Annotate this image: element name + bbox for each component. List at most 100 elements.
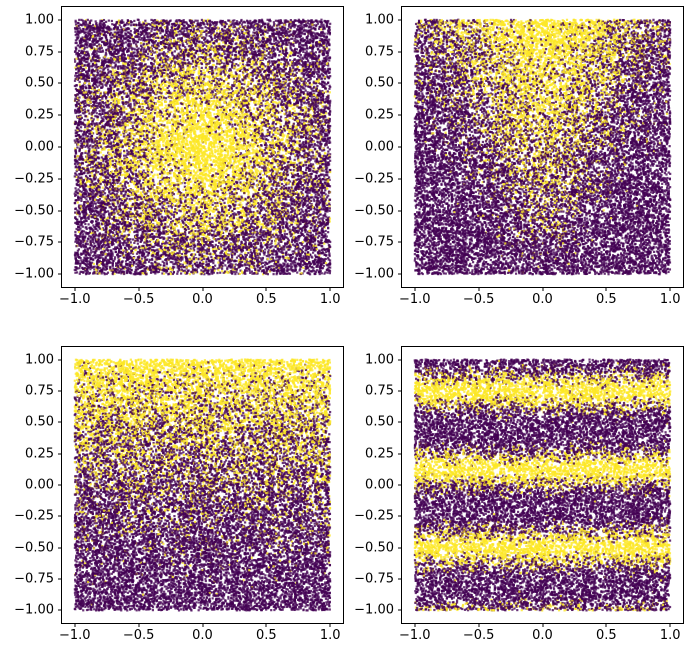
y-tick-mark <box>58 51 62 53</box>
x-tick-mark <box>74 623 76 627</box>
x-tick-label: −1.0 <box>398 628 431 643</box>
subplot-top-right: −1.0 −0.5 0.0 0.5 1.0 1.00 0.75 0.50 0.25 0.00 −0.… <box>354 6 684 306</box>
y-tick-label: −0.25 <box>354 508 394 524</box>
y-tick-mark <box>398 146 402 148</box>
y-tick-label: 0.25 <box>25 107 54 123</box>
y-tick-label: 0.00 <box>25 477 54 493</box>
y-tick-label: −0.50 <box>14 203 54 219</box>
scatter-canvas-bottom-right <box>402 347 683 623</box>
x-tick-mark <box>202 623 203 627</box>
y-tick-mark <box>398 359 402 361</box>
y-tick-mark <box>398 210 402 212</box>
y-tick-label: −1.00 <box>14 266 54 282</box>
subplot-bottom-left: −1.0 −0.5 0.0 0.5 1.0 1.00 0.75 0.50 0.25 0.00 −0.… <box>14 346 344 642</box>
x-tick-mark <box>605 287 607 291</box>
x-tick-label: −0.5 <box>462 292 495 307</box>
y-tick-mark <box>398 51 402 53</box>
y-tick-label: 0.75 <box>365 44 394 60</box>
y-tick-mark <box>58 484 62 486</box>
y-tick-mark <box>398 178 402 180</box>
x-tick-mark <box>329 287 331 291</box>
x-tick-mark <box>542 287 543 291</box>
y-tick-mark <box>58 178 62 180</box>
x-tick-label: 0.0 <box>532 628 553 643</box>
y-tick-label: −0.50 <box>354 540 394 556</box>
x-tick-label: 0.5 <box>256 292 277 307</box>
y-tick-label: 0.75 <box>25 44 54 60</box>
y-tick-label: 0.75 <box>365 383 394 399</box>
y-tick-label: −1.00 <box>354 266 394 282</box>
y-tick-label: −1.00 <box>354 602 394 618</box>
y-tick-mark <box>398 609 402 611</box>
y-tick-label: 1.00 <box>365 12 394 28</box>
y-tick-label: −0.75 <box>354 234 394 250</box>
y-tick-mark <box>58 515 62 517</box>
x-tick-mark <box>669 287 671 291</box>
y-tick-label: 0.50 <box>365 75 394 91</box>
x-tick-label: 1.0 <box>659 628 681 643</box>
y-tick-mark <box>398 19 402 21</box>
y-tick-mark <box>398 453 402 455</box>
y-tick-label: 1.00 <box>25 352 54 368</box>
y-tick-label: 0.00 <box>365 477 394 493</box>
y-tick-label: 0.75 <box>25 383 54 399</box>
x-tick-label: 0.5 <box>256 628 277 643</box>
x-tick-label: 1.0 <box>319 628 341 643</box>
x-tick-mark <box>414 287 416 291</box>
y-tick-mark <box>398 241 402 243</box>
x-tick-label: 1.0 <box>659 292 681 307</box>
y-tick-label: −0.25 <box>14 171 54 187</box>
y-tick-mark <box>58 578 62 580</box>
scatter-canvas-bottom-left <box>62 347 343 623</box>
y-tick-mark <box>58 19 62 21</box>
y-tick-label: −0.50 <box>354 203 394 219</box>
y-tick-mark <box>58 241 62 243</box>
y-tick-label: 1.00 <box>25 12 54 28</box>
x-tick-mark <box>414 623 416 627</box>
y-tick-mark <box>398 547 402 549</box>
y-tick-label: 1.00 <box>365 352 394 368</box>
x-tick-label: 0.5 <box>596 292 617 307</box>
y-tick-mark <box>398 273 402 275</box>
y-tick-label: 0.50 <box>25 414 54 430</box>
y-tick-mark <box>58 421 62 423</box>
x-tick-label: 0.0 <box>532 292 553 307</box>
x-tick-label: 0.0 <box>192 628 213 643</box>
x-tick-mark <box>265 287 267 291</box>
x-tick-mark <box>478 287 480 291</box>
y-tick-mark <box>398 421 402 423</box>
y-tick-mark <box>398 578 402 580</box>
y-tick-label: 0.25 <box>365 107 394 123</box>
y-tick-mark <box>58 114 62 116</box>
scatter-canvas-top-left <box>62 7 343 287</box>
y-tick-mark <box>398 515 402 517</box>
x-tick-mark <box>669 623 671 627</box>
y-tick-mark <box>398 484 402 486</box>
y-tick-label: 0.50 <box>365 414 394 430</box>
x-tick-label: 1.0 <box>319 292 341 307</box>
y-tick-label: −1.00 <box>14 602 54 618</box>
x-tick-mark <box>138 623 140 627</box>
subplot-bottom-right: −1.0 −0.5 0.0 0.5 1.0 1.00 0.75 0.50 0.25 0.00 −0.… <box>354 346 684 642</box>
x-tick-mark <box>329 623 331 627</box>
y-tick-label: −0.50 <box>14 540 54 556</box>
x-tick-label: −1.0 <box>58 292 91 307</box>
y-tick-label: 0.00 <box>365 139 394 155</box>
x-tick-label: −1.0 <box>58 628 91 643</box>
y-tick-mark <box>58 82 62 84</box>
y-tick-mark <box>398 390 402 392</box>
y-tick-label: −0.75 <box>354 571 394 587</box>
y-tick-label: −0.25 <box>14 508 54 524</box>
y-tick-label: 0.25 <box>25 446 54 462</box>
y-tick-mark <box>58 547 62 549</box>
y-tick-label: −0.75 <box>14 571 54 587</box>
x-tick-mark <box>605 623 607 627</box>
y-tick-mark <box>398 82 402 84</box>
x-tick-mark <box>74 287 76 291</box>
subplot-top-left: −1.0 −0.5 0.0 0.5 1.0 1.00 0.75 0.50 0.25 0.00 −0.… <box>14 6 344 306</box>
y-tick-mark <box>58 359 62 361</box>
y-tick-mark <box>398 114 402 116</box>
y-tick-mark <box>58 390 62 392</box>
x-tick-label: −0.5 <box>462 628 495 643</box>
x-tick-label: −0.5 <box>122 292 155 307</box>
